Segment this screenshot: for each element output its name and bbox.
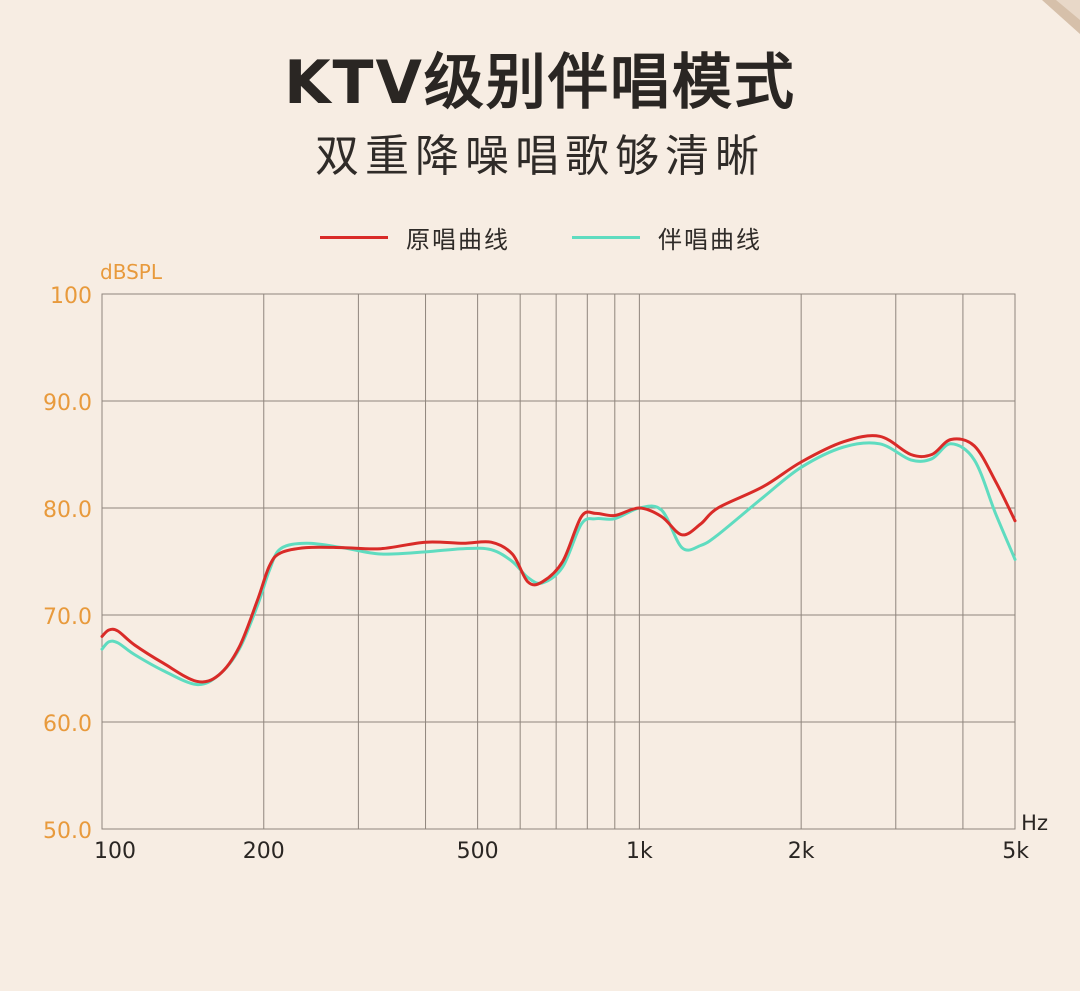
x-tick-label: 5k	[1002, 839, 1029, 864]
x-tick-label: 1k	[626, 839, 653, 864]
legend-item-accompany: 伴唱曲线	[572, 220, 762, 254]
page-subtitle: 双重降噪唱歌够清晰	[315, 131, 765, 182]
legend-item-original: 原唱曲线	[320, 220, 510, 254]
y-tick-label: 70.0	[43, 605, 92, 630]
legend-swatch-original	[320, 235, 388, 239]
x-tick-label: 100	[94, 839, 136, 864]
y-tick-label: 50.0	[43, 819, 92, 844]
y-axis-label: dBSPL	[100, 260, 163, 284]
page-title: KTV级别伴唱模式	[284, 48, 796, 118]
chart-legend: 原唱曲线 伴唱曲线	[0, 220, 1080, 254]
y-tick-label: 90.0	[43, 391, 92, 416]
x-tick-label: 200	[243, 839, 285, 864]
y-tick-label: 100	[50, 284, 92, 309]
plot-frame	[101, 293, 1016, 830]
corner-decoration	[1042, 0, 1080, 34]
x-tick-label: 2k	[788, 839, 815, 864]
series-line-original	[100, 434, 1017, 684]
legend-swatch-accompany	[572, 235, 640, 239]
legend-label-original: 原唱曲线	[406, 225, 510, 254]
x-axis-label: Hz	[1021, 811, 1048, 835]
y-tick-label: 60.0	[43, 712, 92, 737]
x-tick-label: 500	[457, 839, 499, 864]
y-tick-label: 80.0	[43, 498, 92, 523]
legend-label-accompany: 伴唱曲线	[658, 225, 762, 254]
